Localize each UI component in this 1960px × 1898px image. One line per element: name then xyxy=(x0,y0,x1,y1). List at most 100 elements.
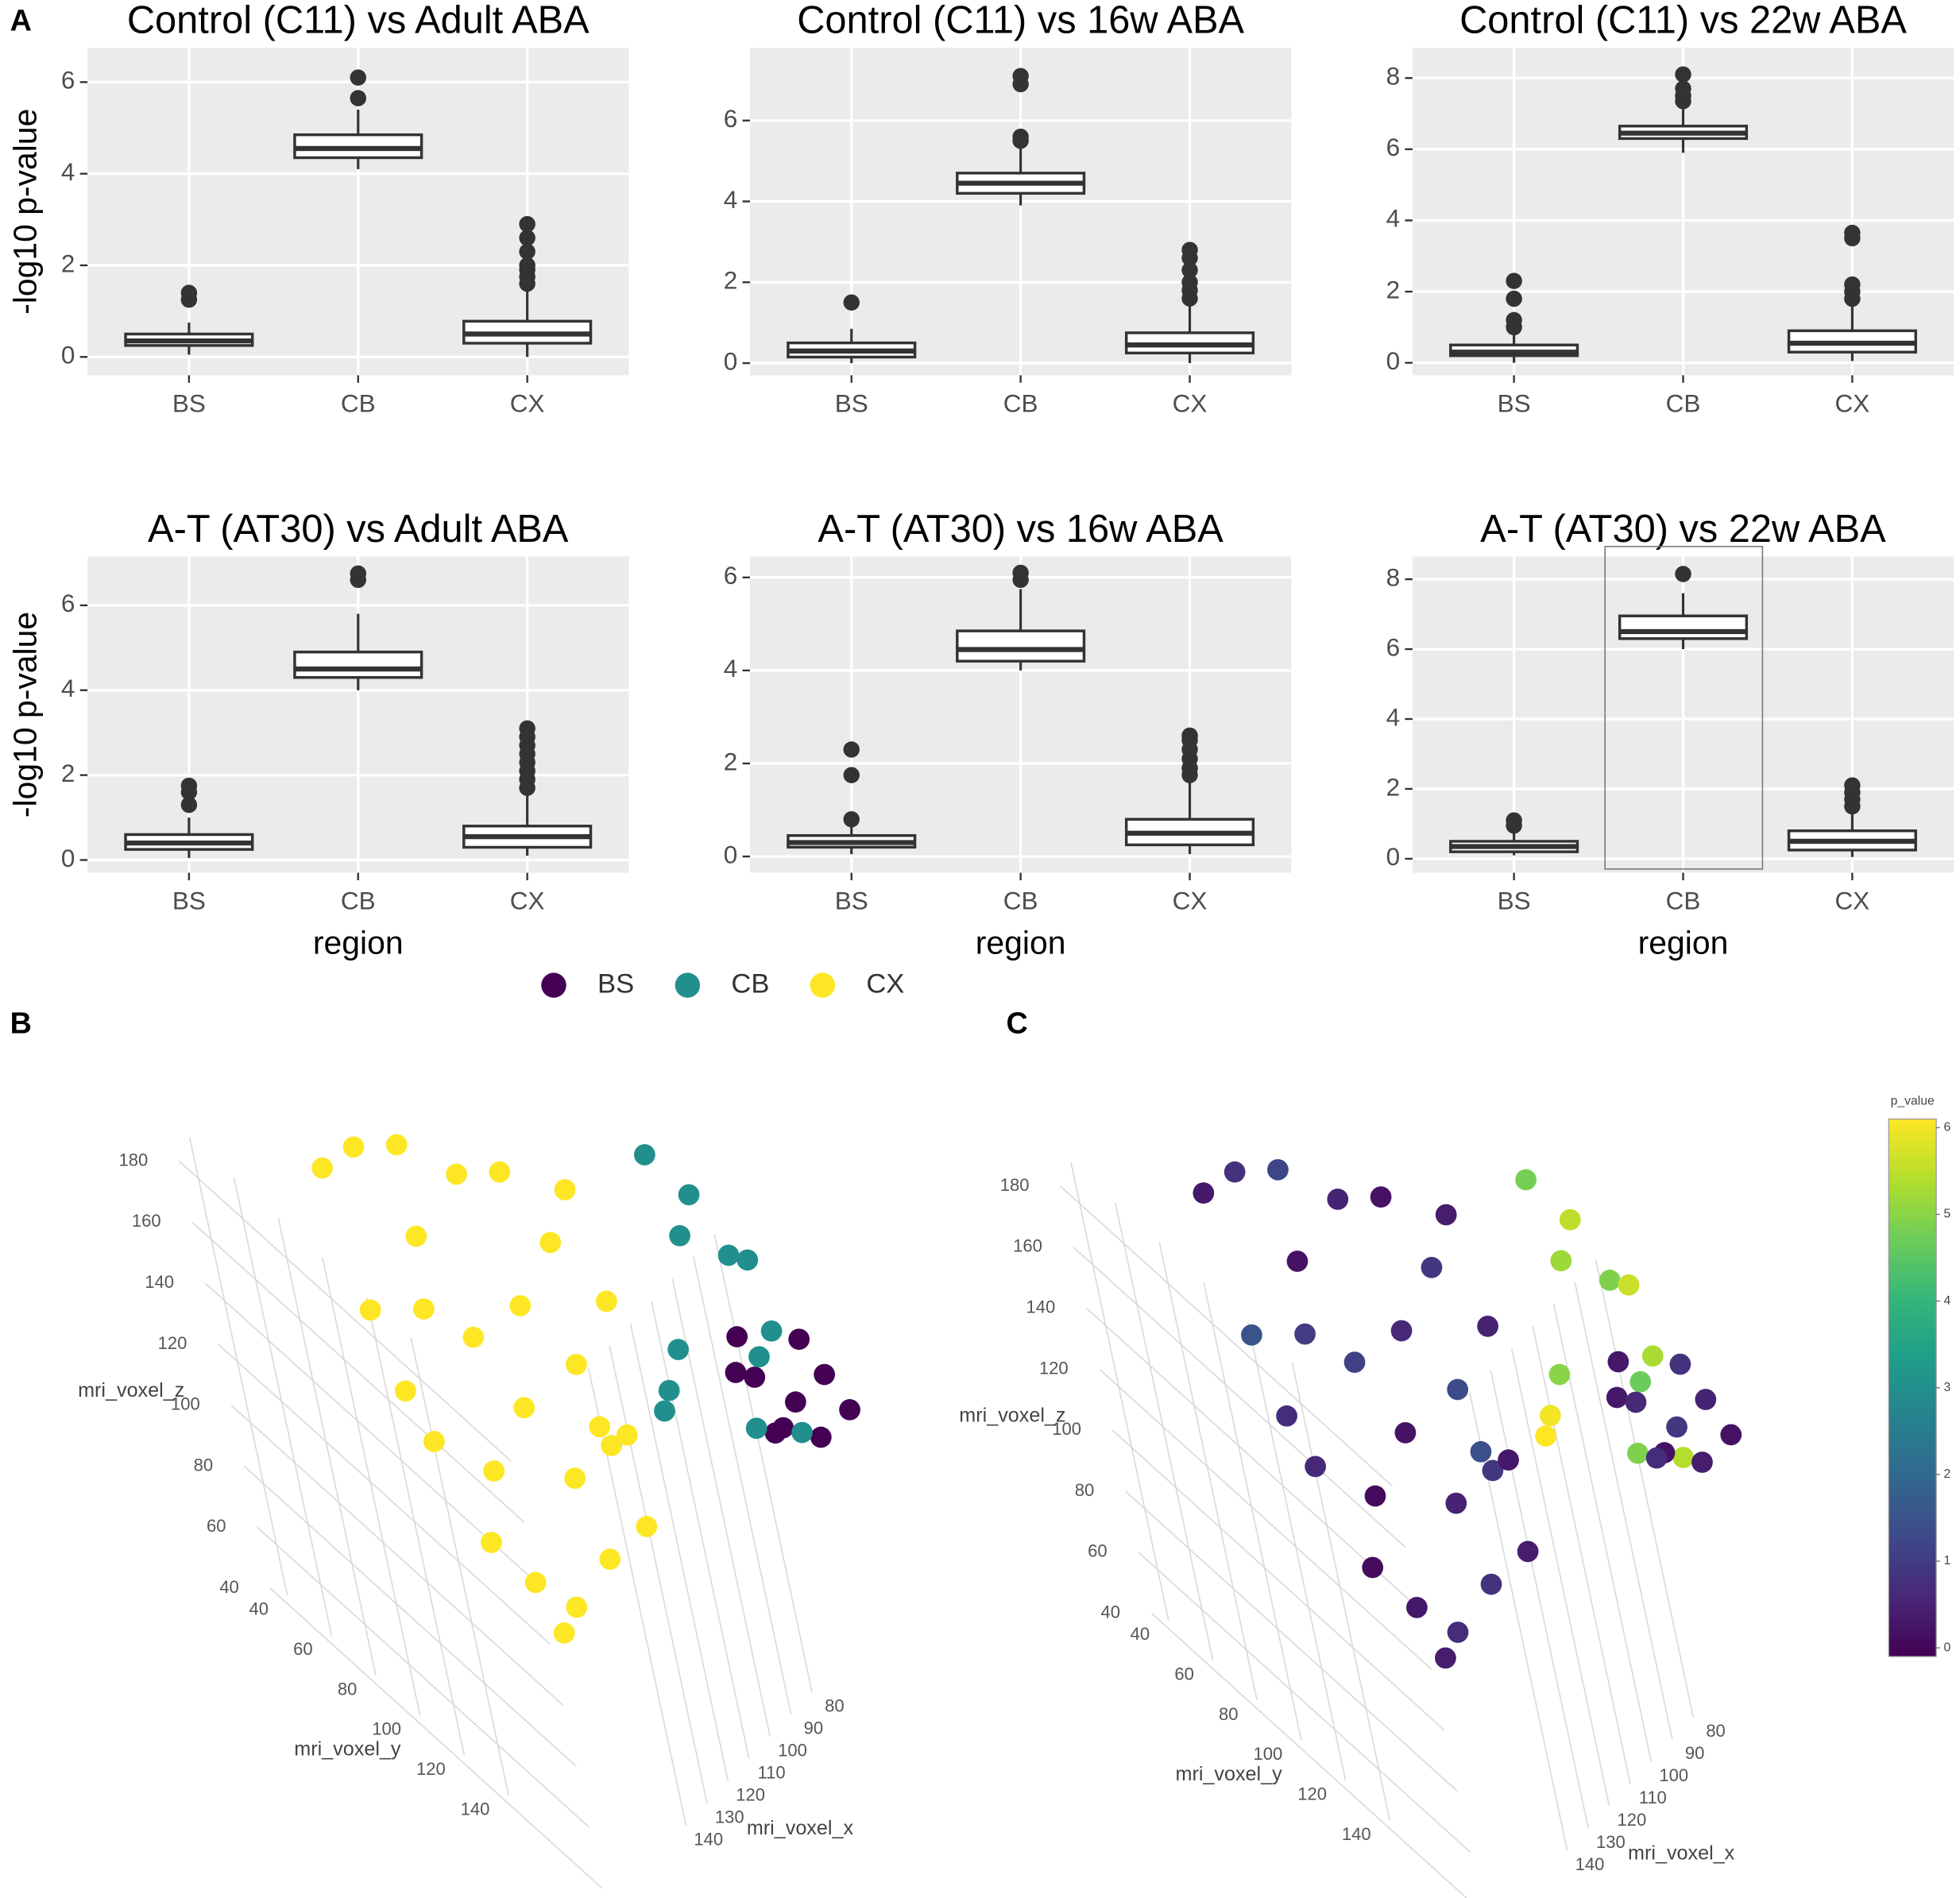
grid-line xyxy=(257,1526,590,1828)
z-tick-label: 40 xyxy=(1101,1602,1121,1622)
legend-swatch xyxy=(675,972,701,998)
z-axis-title: mri_voxel_z xyxy=(78,1379,184,1401)
grid-line xyxy=(651,1301,750,1759)
x-tick-label: CX xyxy=(510,389,545,417)
point xyxy=(1482,1459,1504,1482)
point xyxy=(311,1157,333,1179)
point xyxy=(596,1290,617,1312)
grid-line xyxy=(1114,1202,1214,1660)
x-tick-label: CX xyxy=(1173,389,1208,417)
y-tick-label: 2 xyxy=(724,267,738,295)
z-tick-label: 120 xyxy=(1039,1358,1069,1378)
point xyxy=(1559,1208,1581,1231)
point xyxy=(1364,1485,1386,1507)
point xyxy=(1193,1182,1215,1204)
x-axis-title: region xyxy=(1638,925,1729,961)
x-tick-label: 90 xyxy=(1685,1743,1704,1763)
y-tick-label: 0 xyxy=(1386,347,1400,375)
point xyxy=(483,1460,505,1482)
y-tick-label: 2 xyxy=(61,760,75,787)
point xyxy=(395,1380,416,1402)
point xyxy=(633,1144,655,1165)
highlight-box xyxy=(1604,546,1764,870)
grid-line xyxy=(1099,1368,1432,1670)
point xyxy=(553,1622,575,1644)
point xyxy=(1394,1422,1417,1444)
y-tick-label: 0 xyxy=(724,841,738,868)
z-tick-label: 180 xyxy=(119,1150,149,1169)
point xyxy=(524,1571,547,1594)
point xyxy=(462,1326,485,1348)
x-tick-label: BS xyxy=(172,887,206,915)
outlier xyxy=(1675,66,1691,83)
outlier xyxy=(1844,224,1861,242)
grid-line xyxy=(1247,1322,1347,1780)
x-tick-label: CB xyxy=(341,389,376,417)
point xyxy=(1666,1416,1687,1438)
point xyxy=(1691,1452,1713,1473)
outlier xyxy=(350,69,366,86)
grid-line xyxy=(671,1278,771,1737)
x-tick-label: 100 xyxy=(1659,1765,1688,1785)
point xyxy=(589,1416,611,1438)
panel-letter: B xyxy=(10,1007,32,1040)
grid-line xyxy=(1490,1370,1589,1829)
point xyxy=(654,1400,675,1422)
point xyxy=(1267,1158,1289,1181)
grid-line xyxy=(410,1337,509,1796)
x-tick-label: CX xyxy=(1835,887,1870,915)
point xyxy=(784,1391,806,1413)
outlier xyxy=(350,90,366,106)
point xyxy=(601,1435,623,1456)
colorbar-tick-label: 3 xyxy=(1944,1381,1951,1394)
x-tick-label: 140 xyxy=(1575,1854,1605,1874)
x-tick-label: 120 xyxy=(1617,1810,1646,1830)
x-tick-label: CB xyxy=(1666,389,1701,417)
point xyxy=(539,1231,562,1254)
y-tick-label: 4 xyxy=(61,158,75,186)
x-tick-label: 80 xyxy=(1706,1721,1726,1741)
x-tick-label: BS xyxy=(172,389,206,417)
outlier xyxy=(180,284,198,301)
legend-swatch xyxy=(541,972,566,998)
panel-letter: A xyxy=(10,5,32,38)
point xyxy=(385,1134,408,1156)
point xyxy=(1435,1647,1456,1669)
y-tick-label: 100 xyxy=(1254,1744,1283,1764)
point xyxy=(1550,1250,1572,1272)
y-tick-label: 40 xyxy=(1131,1624,1150,1644)
y-tick-label: 0 xyxy=(61,342,75,369)
x-tick-label: 80 xyxy=(825,1695,845,1715)
x-tick-label: 110 xyxy=(1639,1788,1667,1807)
grid-line xyxy=(713,1234,813,1692)
x-tick-label: 90 xyxy=(804,1718,824,1738)
legend-label: BS xyxy=(597,968,634,999)
grid-line xyxy=(1060,1185,1394,1487)
grid-line xyxy=(1070,1162,1169,1621)
point xyxy=(564,1467,586,1490)
colorbar-tick-label: 1 xyxy=(1944,1554,1951,1567)
outlier xyxy=(1181,261,1198,279)
y-tick-label: 140 xyxy=(461,1799,490,1819)
point xyxy=(745,1417,767,1440)
x-tick-label: CB xyxy=(1666,887,1701,915)
outlier xyxy=(843,810,860,828)
z-tick-label: 160 xyxy=(1013,1236,1042,1256)
point xyxy=(509,1295,532,1316)
box xyxy=(956,629,1086,663)
y-tick-label: 6 xyxy=(1386,633,1400,661)
point xyxy=(1625,1391,1647,1413)
outlier xyxy=(1181,274,1198,291)
y-tick-label: 0 xyxy=(61,845,75,872)
grid-line xyxy=(191,1221,525,1523)
point xyxy=(736,1249,759,1271)
point xyxy=(1599,1270,1621,1291)
point xyxy=(1641,1345,1664,1367)
colorbar-tick-label: 2 xyxy=(1944,1467,1951,1481)
outlier xyxy=(519,257,535,274)
point xyxy=(1305,1455,1327,1478)
point xyxy=(1607,1351,1629,1373)
y-tick-label: 0 xyxy=(724,347,738,375)
chart-title: A-T (AT30) vs Adult ABA xyxy=(148,508,569,551)
colorbar-tick-label: 0 xyxy=(1944,1641,1951,1654)
